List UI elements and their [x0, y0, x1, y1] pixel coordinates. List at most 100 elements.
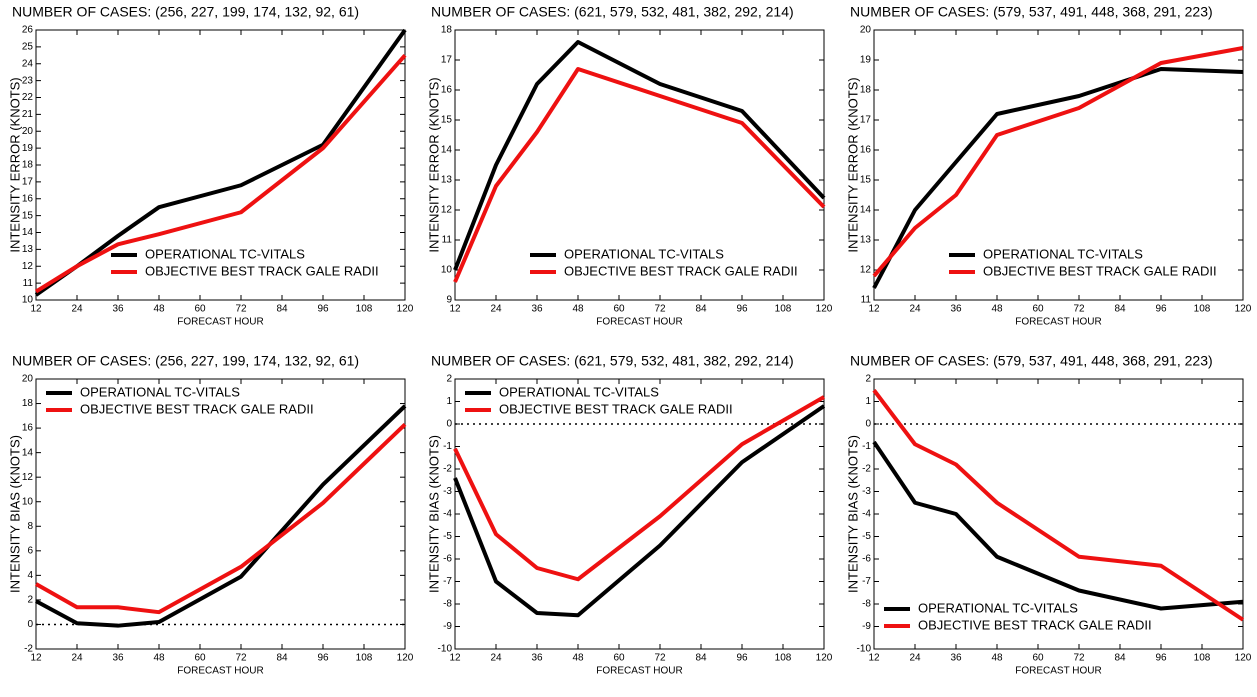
y-tick-label: -2	[443, 464, 452, 475]
y-tick-label: 15	[441, 115, 453, 126]
y-tick-label: 13	[22, 244, 34, 255]
y-tick-label: -7	[443, 576, 452, 587]
y-tick-label: 12	[22, 472, 34, 483]
x-tick-label: 60	[613, 653, 625, 664]
y-tick-label: 18	[22, 398, 34, 409]
data-line	[453, 395, 825, 582]
y-axis-label: INTENSITY BIAS (KNOTS)	[7, 435, 22, 593]
plot-frame	[454, 378, 825, 650]
x-tick-label: 108	[1194, 653, 1211, 664]
y-tick-label: 8	[27, 521, 33, 532]
y-tick-label: -6	[862, 554, 871, 565]
y-axis-label: INTENSITY ERROR (KNOTS)	[845, 77, 860, 252]
x-tick-label: 96	[317, 653, 329, 664]
y-tick-label: -10	[438, 644, 453, 655]
x-tick-label: 72	[1073, 653, 1085, 664]
y-tick-label: 14	[22, 227, 34, 238]
y-axis-label: INTENSITY BIAS (KNOTS)	[426, 435, 441, 593]
y-tick-label: 19	[860, 55, 872, 66]
chart-title: NUMBER OF CASES: (579, 537, 491, 448, 36…	[850, 353, 1213, 369]
legend-label: OBJECTIVE BEST TRACK GALE RADII	[918, 617, 1152, 632]
x-axis-label: FORECAST HOUR	[596, 666, 683, 677]
x-tick-label: 96	[1155, 304, 1167, 315]
x-tick-label: 12	[30, 653, 42, 664]
y-axis-label: INTENSITY BIAS (KNOTS)	[845, 435, 860, 593]
x-axis-label: FORECAST HOUR	[596, 317, 683, 328]
y-tick-label: 18	[860, 85, 872, 96]
y-tick-label: 22	[22, 92, 34, 103]
x-tick-label: 72	[654, 304, 666, 315]
y-tick-label: -1	[862, 441, 871, 452]
y-tick-label: 12	[441, 205, 453, 216]
x-tick-label: 24	[490, 653, 502, 664]
y-tick-label: 19	[22, 143, 34, 154]
data-line	[872, 46, 1244, 278]
y-tick-label: 9	[446, 295, 452, 306]
y-tick-label: 23	[22, 75, 34, 86]
y-tick-label: 16	[441, 85, 453, 96]
x-tick-label: 120	[1235, 653, 1252, 664]
y-tick-label: -9	[443, 621, 452, 632]
y-tick-label: 13	[441, 175, 453, 186]
y-tick-label: 20	[22, 374, 34, 385]
data-line	[453, 67, 826, 283]
y-axis-label: INTENSITY ERROR (KNOTS)	[7, 77, 22, 252]
x-tick-label: 48	[153, 653, 165, 664]
x-tick-label: 48	[991, 304, 1003, 315]
y-tick-label: -10	[857, 644, 872, 655]
legend-label: OBJECTIVE BEST TRACK GALE RADII	[564, 263, 798, 278]
y-tick-label: 16	[22, 423, 34, 434]
x-tick-label: 72	[654, 653, 666, 664]
y-tick-label: 16	[22, 193, 34, 204]
chart-title: NUMBER OF CASES: (256, 227, 199, 174, 13…	[12, 353, 359, 369]
x-tick-label: 36	[112, 304, 124, 315]
x-tick-label: 12	[449, 653, 461, 664]
y-tick-label: 11	[23, 278, 34, 289]
x-tick-label: 96	[317, 304, 329, 315]
data-line	[872, 389, 1245, 622]
legend-label: OBJECTIVE BEST TRACK GALE RADII	[145, 263, 379, 278]
data-line	[453, 404, 826, 618]
y-tick-label: -9	[862, 621, 871, 632]
y-tick-label: -2	[862, 464, 871, 475]
plot-frame	[454, 29, 825, 301]
chart-panel: NUMBER OF CASES: (256, 227, 199, 174, 13…	[7, 4, 413, 328]
x-tick-label: 60	[613, 304, 625, 315]
y-tick-label: 13	[860, 235, 872, 246]
y-tick-label: 15	[22, 210, 34, 221]
x-tick-label: 48	[572, 653, 584, 664]
y-tick-label: 6	[27, 545, 33, 556]
y-tick-label: 26	[22, 25, 34, 36]
legend-label: OBJECTIVE BEST TRACK GALE RADII	[80, 401, 314, 416]
x-tick-label: 84	[276, 653, 288, 664]
y-tick-label: 14	[860, 205, 872, 216]
legend-label: OBJECTIVE BEST TRACK GALE RADII	[499, 401, 733, 416]
data-line	[453, 40, 826, 271]
chart-title: NUMBER OF CASES: (256, 227, 199, 174, 13…	[12, 4, 359, 20]
x-tick-label: 108	[356, 653, 373, 664]
y-tick-label: 18	[441, 25, 453, 36]
y-tick-label: 17	[22, 177, 34, 188]
x-tick-label: 84	[276, 304, 288, 315]
legend-label: OBJECTIVE BEST TRACK GALE RADII	[983, 263, 1217, 278]
y-tick-label: 20	[22, 126, 34, 137]
y-tick-label: 1	[865, 396, 871, 407]
x-tick-label: 60	[194, 304, 206, 315]
x-tick-label: 24	[909, 653, 921, 664]
x-tick-label: 24	[71, 653, 83, 664]
x-tick-label: 120	[397, 653, 414, 664]
x-tick-label: 24	[909, 304, 921, 315]
x-tick-label: 84	[695, 653, 707, 664]
y-tick-label: 2	[27, 595, 33, 606]
y-tick-label: 17	[860, 115, 872, 126]
x-tick-label: 72	[235, 653, 247, 664]
legend-label: OPERATIONAL TC-VITALS	[983, 246, 1143, 261]
y-tick-label: 15	[860, 175, 872, 186]
y-tick-label: 10	[22, 295, 34, 306]
chart-panel: NUMBER OF CASES: (621, 579, 532, 481, 38…	[426, 4, 832, 328]
x-axis-label: FORECAST HOUR	[177, 666, 264, 677]
x-tick-label: 12	[449, 304, 461, 315]
y-tick-label: 10	[22, 496, 34, 507]
plot-frame	[35, 378, 406, 650]
y-tick-label: 21	[22, 109, 34, 120]
